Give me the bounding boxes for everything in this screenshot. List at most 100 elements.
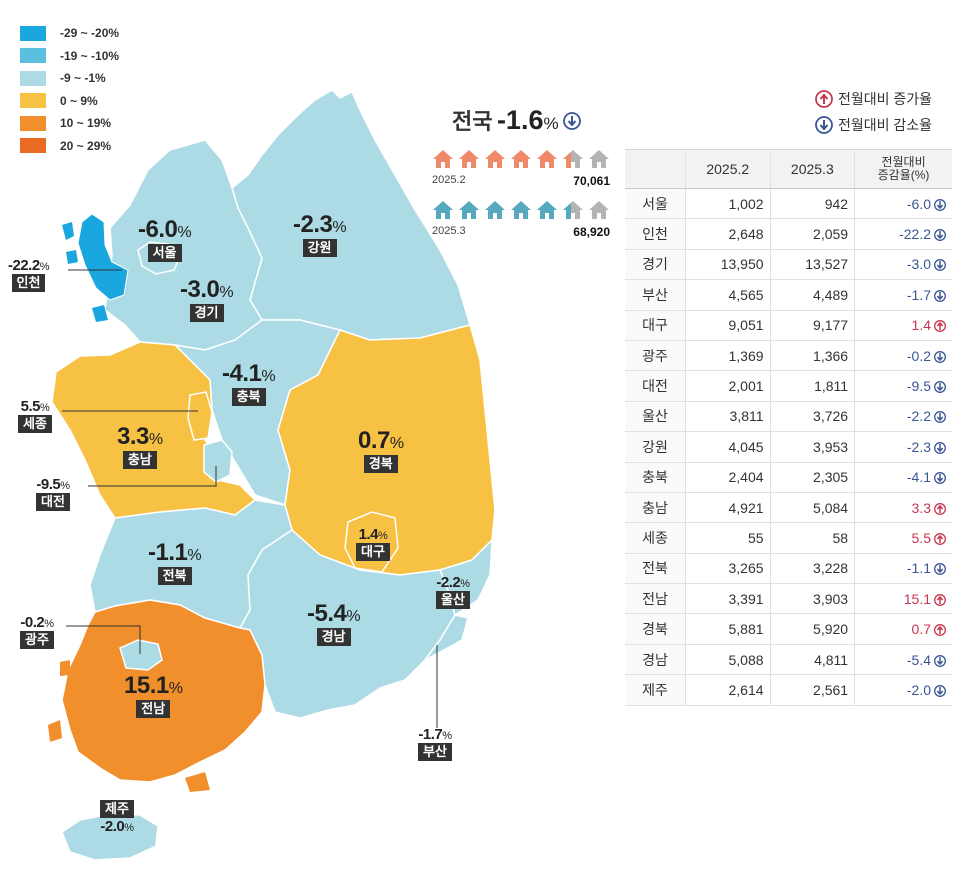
region-jeonnam[interactable] <box>61 599 266 783</box>
cell-rate: 1.4 <box>854 310 952 341</box>
region-busan[interactable] <box>424 614 469 661</box>
label-chungnam: 3.3% 충남 <box>117 423 163 469</box>
house-icon <box>511 201 531 219</box>
region-gyeongnam[interactable] <box>238 529 456 719</box>
cell-mar: 3,903 <box>770 583 856 615</box>
table-row: 충남 4,921 5,084 3.3 <box>625 492 952 524</box>
legend-swatch <box>20 70 46 86</box>
header-mar: 2025.3 <box>770 149 856 189</box>
region-daejeon[interactable] <box>203 439 233 483</box>
label-gyeongbuk: 0.7% 경북 <box>358 427 404 473</box>
down-arrow-icon <box>934 563 946 576</box>
header-rate: 전월대비 증감율(%) <box>854 149 952 189</box>
down-arrow-icon <box>934 198 946 211</box>
color-legend: -29 ~ -20% -19 ~ -10% -9 ~ -1% 0 ~ 9% 10 ~ 1… <box>20 22 119 157</box>
cell-rate: 0.7 <box>854 613 952 645</box>
cell-rate: -2.2 <box>854 401 952 433</box>
cell-rate: -22.2 <box>854 218 952 250</box>
header-region <box>625 149 686 189</box>
cell-feb: 4,921 <box>685 492 771 524</box>
legend-label: -9 ~ -1% <box>60 71 106 86</box>
korea-map <box>48 89 496 861</box>
house-icon <box>485 150 505 168</box>
leader-daejeon <box>88 466 217 487</box>
down-arrow-icon <box>563 112 581 130</box>
table-row: 서울 1,002 942 -6.0 <box>625 188 952 220</box>
region-gyeonggi[interactable] <box>104 139 263 351</box>
national-summary: 전국 -1.6% <box>452 104 581 136</box>
feb-label: 2025.2 <box>432 174 466 186</box>
house-icons-mar <box>433 201 609 219</box>
cell-mar: 1,366 <box>770 340 856 372</box>
cell-region: 강원 <box>625 431 686 463</box>
up-arrow-icon <box>934 624 946 637</box>
cell-mar: 2,305 <box>770 462 856 493</box>
mar-label: 2025.3 <box>432 225 466 237</box>
up-arrow-icon <box>934 502 946 515</box>
houses-2025-2: 2025.2 70,061 <box>432 148 612 188</box>
cell-region: 대전 <box>625 370 686 402</box>
house-icon <box>433 201 453 219</box>
cell-mar: 9,177 <box>770 310 856 341</box>
legend-swatch <box>20 138 46 154</box>
house-icon <box>563 201 583 219</box>
up-arrow-icon <box>934 533 946 545</box>
region-sejong[interactable] <box>187 391 213 441</box>
cell-rate: -1.7 <box>854 279 952 311</box>
legend-label: 10 ~ 19% <box>60 116 112 131</box>
cell-region: 부산 <box>625 279 686 311</box>
cell-feb: 5,881 <box>685 613 771 645</box>
house-icon <box>537 150 557 168</box>
table-row: 전남 3,391 3,903 15.1 <box>625 583 952 615</box>
mar-count: 68,920 <box>573 225 610 239</box>
houses-2025-3: 2025.3 68,920 <box>432 199 612 239</box>
table-row: 대구 9,051 9,177 1.4 <box>625 310 952 341</box>
cell-region: 전남 <box>625 583 686 615</box>
cell-feb: 55 <box>685 522 771 554</box>
incheon-island-1 <box>62 222 74 240</box>
house-icon <box>537 201 557 219</box>
down-arrow-icon <box>934 654 946 667</box>
table-row: 인천 2,648 2,059 -22.2 <box>625 218 952 250</box>
label-daejeon: -9.5% 대전 <box>36 476 70 511</box>
cell-feb: 13,950 <box>685 249 771 281</box>
cell-region: 전북 <box>625 553 686 585</box>
cell-feb: 3,811 <box>685 401 771 433</box>
down-arrow-icon <box>815 116 833 134</box>
region-incheon[interactable] <box>77 213 129 301</box>
label-busan: -1.7% 부산 <box>418 726 452 761</box>
table-row: 경기 13,950 13,527 -3.0 <box>625 249 952 281</box>
cell-feb: 5,088 <box>685 644 771 676</box>
region-gwangju[interactable] <box>119 639 163 671</box>
cell-mar: 2,561 <box>770 674 856 706</box>
cell-region: 충북 <box>625 462 686 493</box>
table-row: 부산 4,565 4,489 -1.7 <box>625 279 952 311</box>
cell-rate: -0.2 <box>854 340 952 372</box>
table-row: 광주 1,369 1,366 -0.2 <box>625 340 952 372</box>
down-arrow-icon <box>934 684 946 697</box>
region-jeju[interactable] <box>61 813 159 861</box>
legend-swatch <box>20 25 46 41</box>
cell-region: 세종 <box>625 522 686 554</box>
cell-mar: 4,811 <box>770 644 856 676</box>
cell-feb: 2,001 <box>685 370 771 402</box>
legend-label: 20 ~ 29% <box>60 138 112 153</box>
label-sejong: 5.5% 세종 <box>18 398 52 433</box>
label-daegu: 1.4% 대구 <box>356 526 390 561</box>
legend-label: -29 ~ -20% <box>60 26 120 41</box>
legend-item: -19 ~ -10% <box>20 45 119 68</box>
label-gyeongnam: -5.4% 경남 <box>307 600 361 646</box>
cell-region: 경북 <box>625 613 686 645</box>
table-row: 울산 3,811 3,726 -2.2 <box>625 401 952 433</box>
legend-item: 20 ~ 29% <box>20 135 119 158</box>
cell-feb: 4,045 <box>685 431 771 463</box>
cell-rate: -2.0 <box>854 674 952 706</box>
jeonnam-island-1 <box>48 720 62 742</box>
jeonnam-island-2 <box>60 660 70 676</box>
cell-mar: 2,059 <box>770 218 856 250</box>
cell-mar: 1,811 <box>770 370 856 402</box>
national-label: 전국 <box>452 109 493 134</box>
legend-label: 0 ~ 9% <box>60 93 98 108</box>
down-arrow-icon <box>934 381 946 393</box>
legend-swatch <box>20 93 46 109</box>
